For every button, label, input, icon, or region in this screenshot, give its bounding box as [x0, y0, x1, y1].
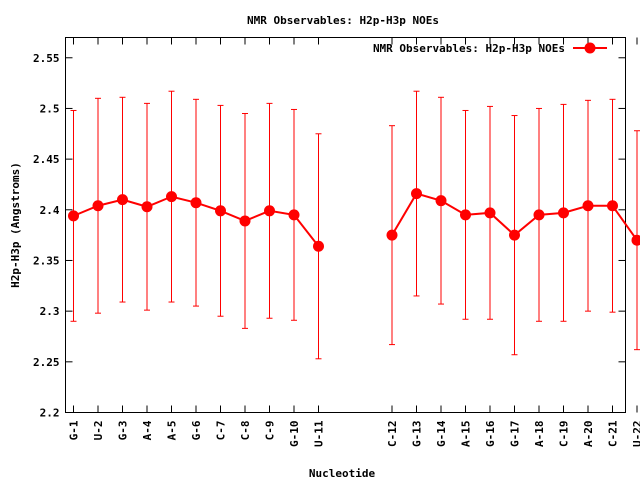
y-tick-label: 2.25	[33, 356, 60, 369]
x-tick-label: G-16	[484, 420, 497, 447]
x-tick-label: A-4	[141, 420, 154, 440]
data-point	[166, 191, 177, 203]
x-tick-label: A-18	[533, 421, 546, 448]
data-point	[460, 209, 471, 221]
x-tick-label: U-22	[631, 421, 640, 448]
data-point	[190, 197, 202, 209]
x-tick-label: C-9	[264, 421, 277, 441]
x-tick-label: U-2	[92, 421, 105, 441]
x-tick-label: C-19	[558, 421, 571, 448]
data-point	[117, 194, 128, 206]
data-point	[558, 207, 569, 219]
data-point	[631, 234, 640, 246]
y-tick-label: 2.2	[40, 407, 60, 420]
data-point	[288, 209, 300, 221]
chart-title: NMR Observables: H2p-H3p NOEs	[247, 14, 439, 27]
x-tick-label: G-1	[68, 420, 81, 440]
data-point	[411, 188, 422, 200]
y-tick-label: 2.3	[40, 305, 60, 318]
y-tick-label: 2.35	[33, 254, 60, 267]
data-point	[141, 201, 153, 213]
series-nmr-h2p-h3p-noes	[68, 90, 640, 360]
x-tick-label: U-11	[313, 420, 326, 447]
data-point	[92, 200, 104, 212]
data-point	[509, 229, 520, 241]
x-tick-label: G-10	[288, 421, 301, 448]
data-point	[264, 205, 275, 217]
data-point	[582, 200, 594, 212]
data-point	[386, 229, 398, 241]
y-tick-label: 2.4	[40, 204, 60, 217]
plot-frame	[65, 37, 626, 413]
data-point	[484, 207, 496, 219]
legend: NMR Observables: H2p-H3p NOEs	[373, 42, 607, 55]
x-tick-label: G-17	[509, 421, 522, 448]
data-point	[435, 195, 447, 207]
x-tick-label: C-7	[215, 421, 228, 441]
data-point	[313, 240, 324, 252]
x-tick-label: A-15	[460, 421, 473, 448]
x-tick-label: G-6	[190, 420, 203, 440]
x-tick-label: C-21	[607, 420, 620, 447]
x-tick-label: A-5	[166, 421, 179, 441]
y-tick-label: 2.5	[40, 102, 60, 115]
x-tick-label: G-3	[117, 421, 130, 441]
data-point	[533, 209, 545, 221]
data-point	[607, 200, 618, 212]
y-tick-label: 2.45	[33, 153, 60, 166]
y-axis-label: H2p-H3p (Angstroms)	[9, 162, 22, 288]
x-tick-label: A-20	[582, 421, 595, 448]
data-point	[239, 215, 251, 227]
x-axis-label: Nucleotide	[309, 467, 376, 480]
legend-marker	[584, 42, 596, 54]
data-point	[68, 210, 79, 222]
y-axis: 2.2 2.25 2.3 2.35 2.4 2.45 2.5 2.55	[33, 52, 626, 420]
legend-label: NMR Observables: H2p-H3p NOEs	[373, 42, 565, 55]
y-tick-label: 2.55	[33, 52, 60, 65]
x-tick-label: G-13	[411, 421, 424, 448]
data-point	[215, 205, 226, 217]
x-tick-label: G-14	[435, 420, 448, 447]
x-tick-label: C-8	[239, 421, 252, 441]
x-tick-label: C-12	[386, 421, 399, 448]
x-axis: G-1 U-2 G-3 A-4 A-5 G-6 C-7 C-8 C-9 G-10 U-11 C-12 G…	[68, 37, 640, 448]
